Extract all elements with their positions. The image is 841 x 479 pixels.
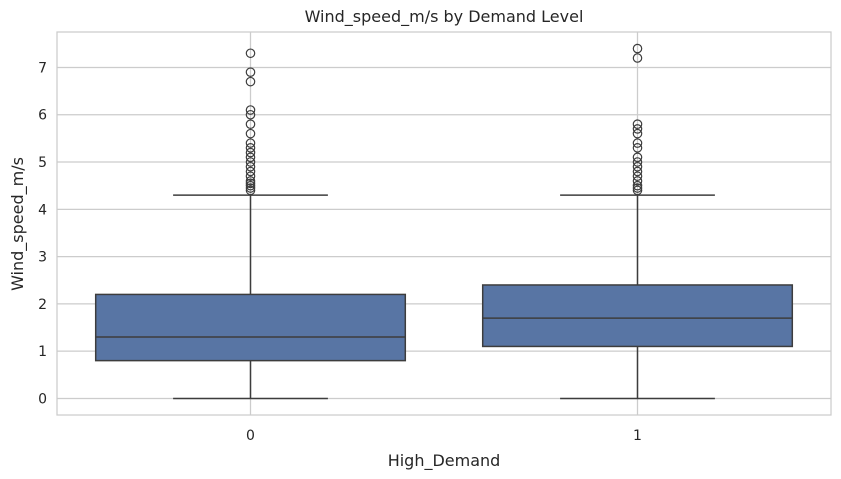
boxes-layer — [94, 43, 794, 400]
outlier-point — [632, 161, 643, 172]
outlier-point — [632, 53, 643, 63]
outlier-point — [632, 180, 643, 191]
outlier-point — [245, 185, 256, 196]
outlier-point — [245, 183, 256, 193]
outlier-point — [245, 128, 256, 139]
outlier-point — [245, 119, 256, 130]
box-iqr — [94, 293, 407, 362]
outlier-point — [632, 43, 643, 54]
outlier-point — [632, 183, 643, 193]
outlier-point — [245, 76, 256, 87]
outlier-point — [245, 152, 256, 163]
x-tick-label: 1 — [633, 428, 642, 444]
outlier-point — [632, 157, 643, 167]
y-axis-label: Wind_speed_m/s — [8, 157, 28, 291]
outlier-point — [632, 124, 643, 134]
outlier-point — [245, 109, 256, 120]
y-tick-label: 1 — [38, 344, 47, 360]
outlier-point — [245, 178, 256, 189]
outlier-point — [245, 180, 256, 191]
outlier-point — [245, 161, 256, 172]
outlier-point — [245, 67, 256, 77]
y-tick-label: 7 — [38, 60, 47, 76]
box-group-0 — [94, 48, 407, 400]
outlier-point — [245, 176, 256, 186]
y-tick-label: 3 — [38, 250, 47, 266]
outlier-point — [632, 166, 643, 177]
x-axis-label: High_Demand — [388, 451, 501, 471]
y-tick-label: 5 — [38, 155, 47, 171]
chart-title: Wind_speed_m/s by Demand Level — [305, 7, 584, 27]
outlier-point — [632, 185, 643, 196]
outlier-point — [632, 128, 643, 139]
outlier-point — [245, 138, 256, 148]
outlier-point — [632, 138, 643, 148]
outlier-point — [632, 119, 643, 130]
outlier-point — [245, 105, 256, 115]
box-iqr — [481, 284, 794, 348]
outlier-point — [245, 147, 256, 158]
outlier-point — [245, 166, 256, 177]
y-tick-labels: 0 1 2 3 4 5 6 7 — [38, 60, 47, 407]
box-group-1 — [481, 43, 794, 400]
outlier-point — [632, 176, 643, 186]
y-tick-label: 4 — [38, 202, 47, 218]
outlier-point — [245, 143, 256, 153]
outlier-point — [632, 143, 643, 153]
y-tick-label: 0 — [38, 391, 47, 407]
outlier-point — [245, 171, 256, 182]
y-tick-label: 2 — [38, 297, 47, 313]
x-tick-label: 0 — [246, 428, 255, 444]
outlier-point — [245, 48, 256, 59]
outlier-point — [632, 152, 643, 163]
outlier-point — [632, 171, 643, 182]
outlier-point — [245, 157, 256, 167]
plot-area-frame — [56, 31, 832, 416]
y-tick-label: 6 — [38, 108, 47, 124]
